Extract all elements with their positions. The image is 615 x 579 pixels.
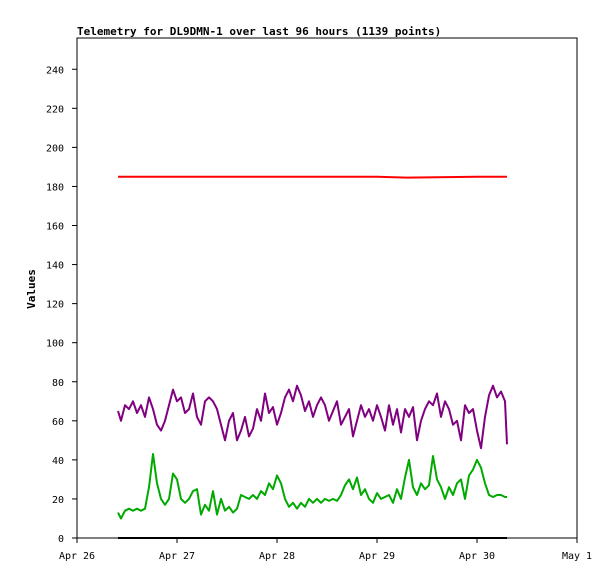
y-tick-label: 60 [52, 417, 64, 428]
y-axis: 0 20 40 60 80 100 120 140 160 180 200 220 240 [46, 65, 77, 545]
y-tick-label: 20 [52, 495, 64, 506]
x-tick-label: Apr 30 [459, 551, 495, 562]
chart-title: Telemetry for DL9DMN-1 over last 96 hour… [77, 25, 441, 38]
plot-area [76, 37, 578, 539]
y-axis-label: Values [25, 269, 38, 309]
x-tick-label: Apr 29 [359, 551, 395, 562]
series-line-1 [117, 384, 508, 450]
x-tick-label: Apr 27 [159, 551, 195, 562]
series-group [117, 175, 508, 539]
y-tick-label: 240 [46, 65, 64, 76]
series-line-0 [118, 175, 507, 179]
y-tick-label: 0 [58, 534, 64, 545]
y-tick-label: 160 [46, 222, 64, 233]
y-tick-label: 140 [46, 261, 64, 272]
x-tick-label: Apr 28 [259, 551, 295, 562]
y-tick-label: 120 [46, 300, 64, 311]
x-axis: Apr 26 Apr 27 Apr 28 Apr 29 Apr 30 May 1 [59, 538, 592, 562]
y-tick-label: 220 [46, 104, 64, 115]
y-tick-label: 80 [52, 378, 64, 389]
x-tick-label: Apr 26 [59, 551, 95, 562]
x-tick-label: May 1 [562, 551, 592, 562]
y-tick-label: 100 [46, 339, 64, 350]
series-line-2 [117, 453, 507, 520]
y-tick-label: 40 [52, 456, 64, 467]
y-tick-label: 180 [46, 182, 64, 193]
y-tick-label: 200 [46, 143, 64, 154]
